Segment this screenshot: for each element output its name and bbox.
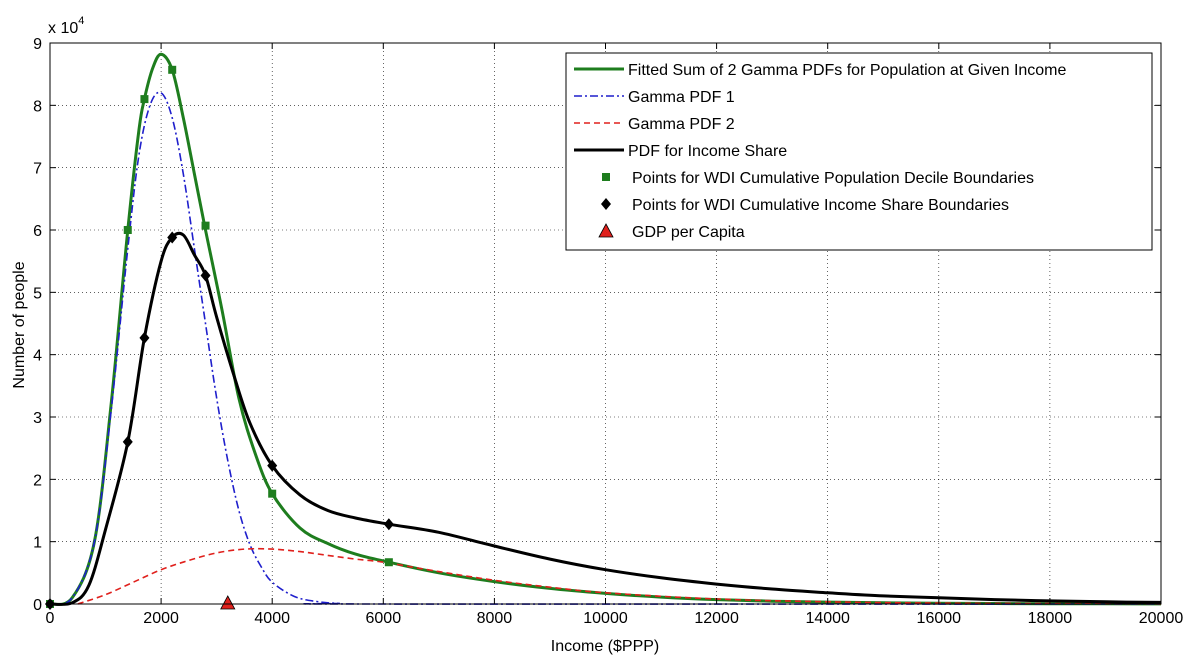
marker-square	[123, 226, 132, 234]
series-line-3	[77, 547, 1162, 605]
x-tick-label: 20000	[1139, 610, 1184, 627]
legend-box	[565, 52, 1153, 251]
tick-labels: 0 2000 4000 6000 8000 10000 12000 14000 16000 180…	[33, 36, 1183, 627]
legend-label: Gamma PDF 2	[628, 116, 735, 133]
legend-label: PDF for Income Share	[628, 143, 787, 160]
y-tick-label: 4	[33, 348, 42, 365]
marker-triangle	[220, 595, 236, 610]
x-tick-label: 10000	[583, 610, 628, 627]
x-tick-label: 14000	[805, 610, 850, 627]
y-tick-label: 5	[33, 285, 42, 302]
legend-label: Points for WDI Cumulative Population Dec…	[632, 170, 1034, 187]
x-axis-label: Income ($PPP)	[551, 638, 659, 655]
y-tick-label: 8	[33, 98, 42, 115]
y-exponent-label: x 104	[48, 15, 84, 37]
marker-square	[384, 558, 393, 567]
axes	[49, 42, 1162, 605]
marker-square	[140, 95, 149, 104]
legend-marker	[601, 198, 611, 210]
legend-marker	[598, 223, 614, 238]
y-tick-label: 6	[33, 223, 42, 240]
x-tick-label: 8000	[477, 610, 513, 627]
marker-diamond	[383, 518, 394, 531]
marker-diamond	[200, 269, 211, 282]
marker-diamond	[122, 435, 133, 448]
marker-square	[201, 221, 210, 230]
y-tick-label: 0	[33, 597, 42, 614]
legend: Fitted Sum of 2 Gamma PDFs for Populatio…	[565, 52, 1153, 251]
y-tick-label: 2	[33, 472, 42, 489]
y-exponent-power: 4	[78, 15, 84, 27]
x-tick-label: 18000	[1028, 610, 1073, 627]
marker-square	[268, 489, 277, 498]
y-exponent-base: x 10	[48, 20, 78, 37]
y-tick-label: 3	[33, 410, 42, 427]
x-tick-label: 6000	[366, 610, 402, 627]
y-axis-label: Number of people	[11, 261, 28, 388]
legend-label: Gamma PDF 1	[628, 89, 735, 106]
marker-diamond	[267, 459, 278, 472]
x-tick-label: 4000	[254, 610, 290, 627]
x-tick-label: 0	[46, 610, 55, 627]
x-tick-label: 12000	[694, 610, 739, 627]
legend-label: GDP per Capita	[632, 224, 745, 241]
legend-label: Points for WDI Cumulative Income Share B…	[632, 197, 1009, 214]
y-tick-label: 7	[33, 161, 42, 178]
x-tick-label: 16000	[917, 610, 962, 627]
y-tick-label: 9	[33, 36, 42, 53]
marker-diamond	[139, 331, 150, 344]
marker-diamond	[167, 231, 178, 244]
grid	[50, 43, 1161, 604]
x-tick-label: 2000	[143, 610, 179, 627]
marker-square	[168, 65, 177, 74]
y-tick-label: 1	[33, 535, 42, 552]
legend-label: Fitted Sum of 2 Gamma PDFs for Populatio…	[628, 62, 1067, 79]
legend-marker	[602, 173, 610, 181]
